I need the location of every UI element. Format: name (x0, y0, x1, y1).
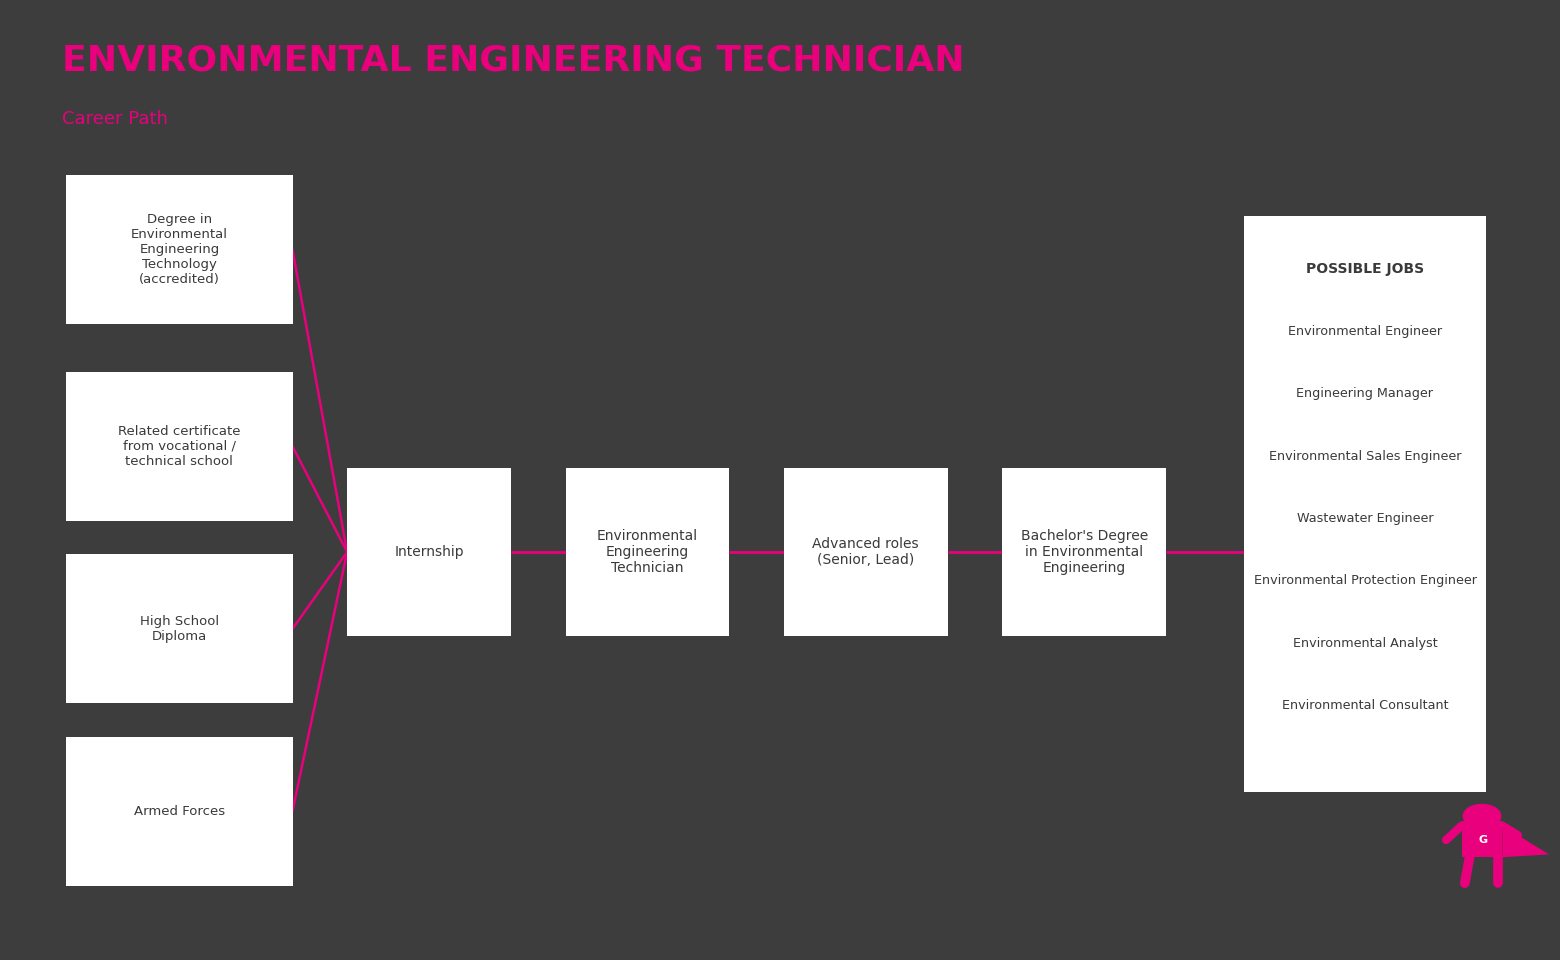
FancyBboxPatch shape (346, 468, 512, 636)
Text: High School
Diploma: High School Diploma (140, 614, 218, 643)
Text: Engineering Manager: Engineering Manager (1296, 387, 1434, 400)
Text: Bachelor's Degree
in Environmental
Engineering: Bachelor's Degree in Environmental Engin… (1020, 529, 1148, 575)
Text: G: G (1479, 835, 1488, 845)
Text: ENVIRONMENTAL ENGINEERING TECHNICIAN: ENVIRONMENTAL ENGINEERING TECHNICIAN (62, 43, 966, 77)
Circle shape (1463, 804, 1501, 828)
FancyBboxPatch shape (1245, 216, 1485, 792)
FancyBboxPatch shape (67, 176, 293, 324)
Text: Armed Forces: Armed Forces (134, 804, 225, 818)
Text: Career Path: Career Path (62, 110, 168, 129)
Text: Wastewater Engineer: Wastewater Engineer (1296, 512, 1434, 525)
FancyBboxPatch shape (1462, 821, 1502, 857)
Text: Internship: Internship (395, 545, 463, 559)
Text: Environmental Sales Engineer: Environmental Sales Engineer (1268, 449, 1462, 463)
FancyBboxPatch shape (565, 468, 729, 636)
Text: Environmental
Engineering
Technician: Environmental Engineering Technician (597, 529, 697, 575)
Text: Environmental Analyst: Environmental Analyst (1293, 636, 1437, 650)
Text: Related certificate
from vocational /
technical school: Related certificate from vocational / te… (119, 425, 240, 468)
FancyBboxPatch shape (67, 737, 293, 885)
FancyBboxPatch shape (1002, 468, 1165, 636)
FancyBboxPatch shape (785, 468, 948, 636)
Polygon shape (1502, 826, 1549, 857)
Text: Environmental Consultant: Environmental Consultant (1282, 699, 1448, 712)
Text: Advanced roles
(Senior, Lead): Advanced roles (Senior, Lead) (813, 537, 919, 567)
Text: Environmental Protection Engineer: Environmental Protection Engineer (1254, 574, 1476, 588)
Text: Degree in
Environmental
Engineering
Technology
(accredited): Degree in Environmental Engineering Tech… (131, 213, 228, 286)
FancyBboxPatch shape (67, 555, 293, 703)
Text: Environmental Engineer: Environmental Engineer (1289, 324, 1441, 338)
Text: POSSIBLE JOBS: POSSIBLE JOBS (1306, 262, 1424, 276)
FancyBboxPatch shape (67, 372, 293, 520)
